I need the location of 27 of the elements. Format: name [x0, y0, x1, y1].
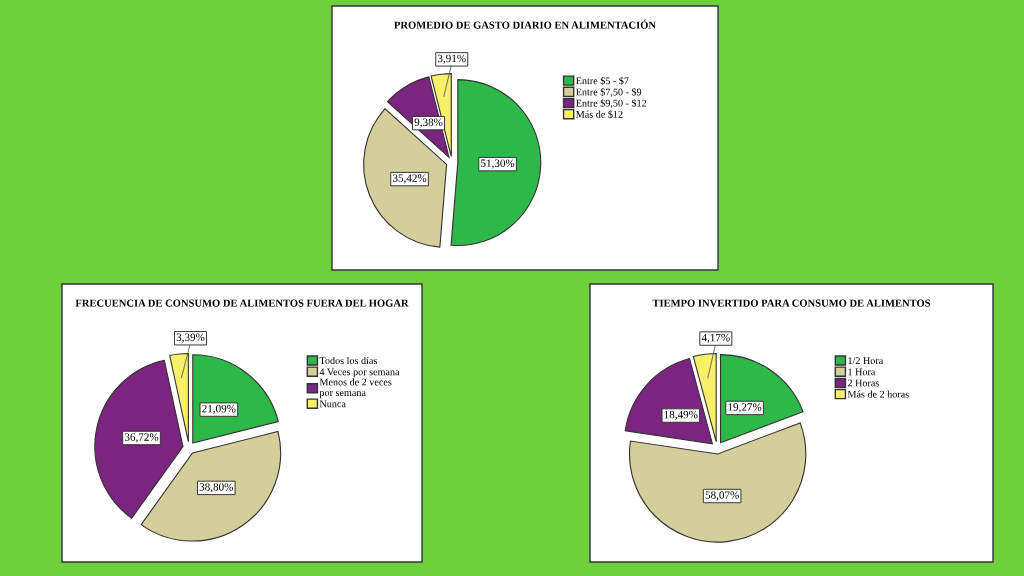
- data-label: 36,72%: [124, 433, 159, 443]
- data-label: 3,91%: [437, 54, 466, 64]
- legend-label: Entre $7,50 - $9: [576, 87, 642, 97]
- data-label: 4,17%: [701, 333, 730, 343]
- legend-label: Más de 2 horas: [847, 390, 909, 398]
- chart-title: PROMEDIO DE GASTO DIARIO EN ALIMENTACIÓN: [394, 19, 656, 29]
- data-label: 51,30%: [481, 159, 515, 169]
- legend-label: Nunca: [319, 400, 346, 408]
- legend-label: Todos los días: [319, 356, 377, 365]
- data-label: 38,80%: [199, 483, 234, 493]
- data-label: 58,07%: [705, 491, 739, 501]
- legend-label: Menos de 2 veces por semana: [319, 378, 392, 399]
- legend-label: Entre $9,50 - $12: [576, 99, 647, 109]
- legend-label: 4 Veces por semana: [319, 368, 400, 378]
- legend-label: Entre $5 - $7: [576, 76, 629, 85]
- legend-label: 2 Horas: [847, 379, 879, 387]
- chart-title: TIEMPO INVERTIDO PARA CONSUMO DE ALIMENTOS: [652, 299, 931, 307]
- legend-label: 1/2 Hora: [848, 357, 884, 365]
- legend-label: 1 Hora: [848, 368, 876, 376]
- data-label: 21,09%: [202, 404, 236, 414]
- data-label: 19,27%: [728, 403, 762, 413]
- data-label: 3,39%: [176, 333, 205, 343]
- data-label: 9,38%: [414, 118, 443, 128]
- legend-label: Más de $12: [576, 110, 623, 119]
- data-label: 18,49%: [664, 410, 698, 420]
- chart-title: FRECUENCIA DE CONSUMO DE ALIMENTOS FUERA DEL HOGAR: [75, 299, 409, 307]
- data-label: 35,42%: [392, 174, 427, 184]
